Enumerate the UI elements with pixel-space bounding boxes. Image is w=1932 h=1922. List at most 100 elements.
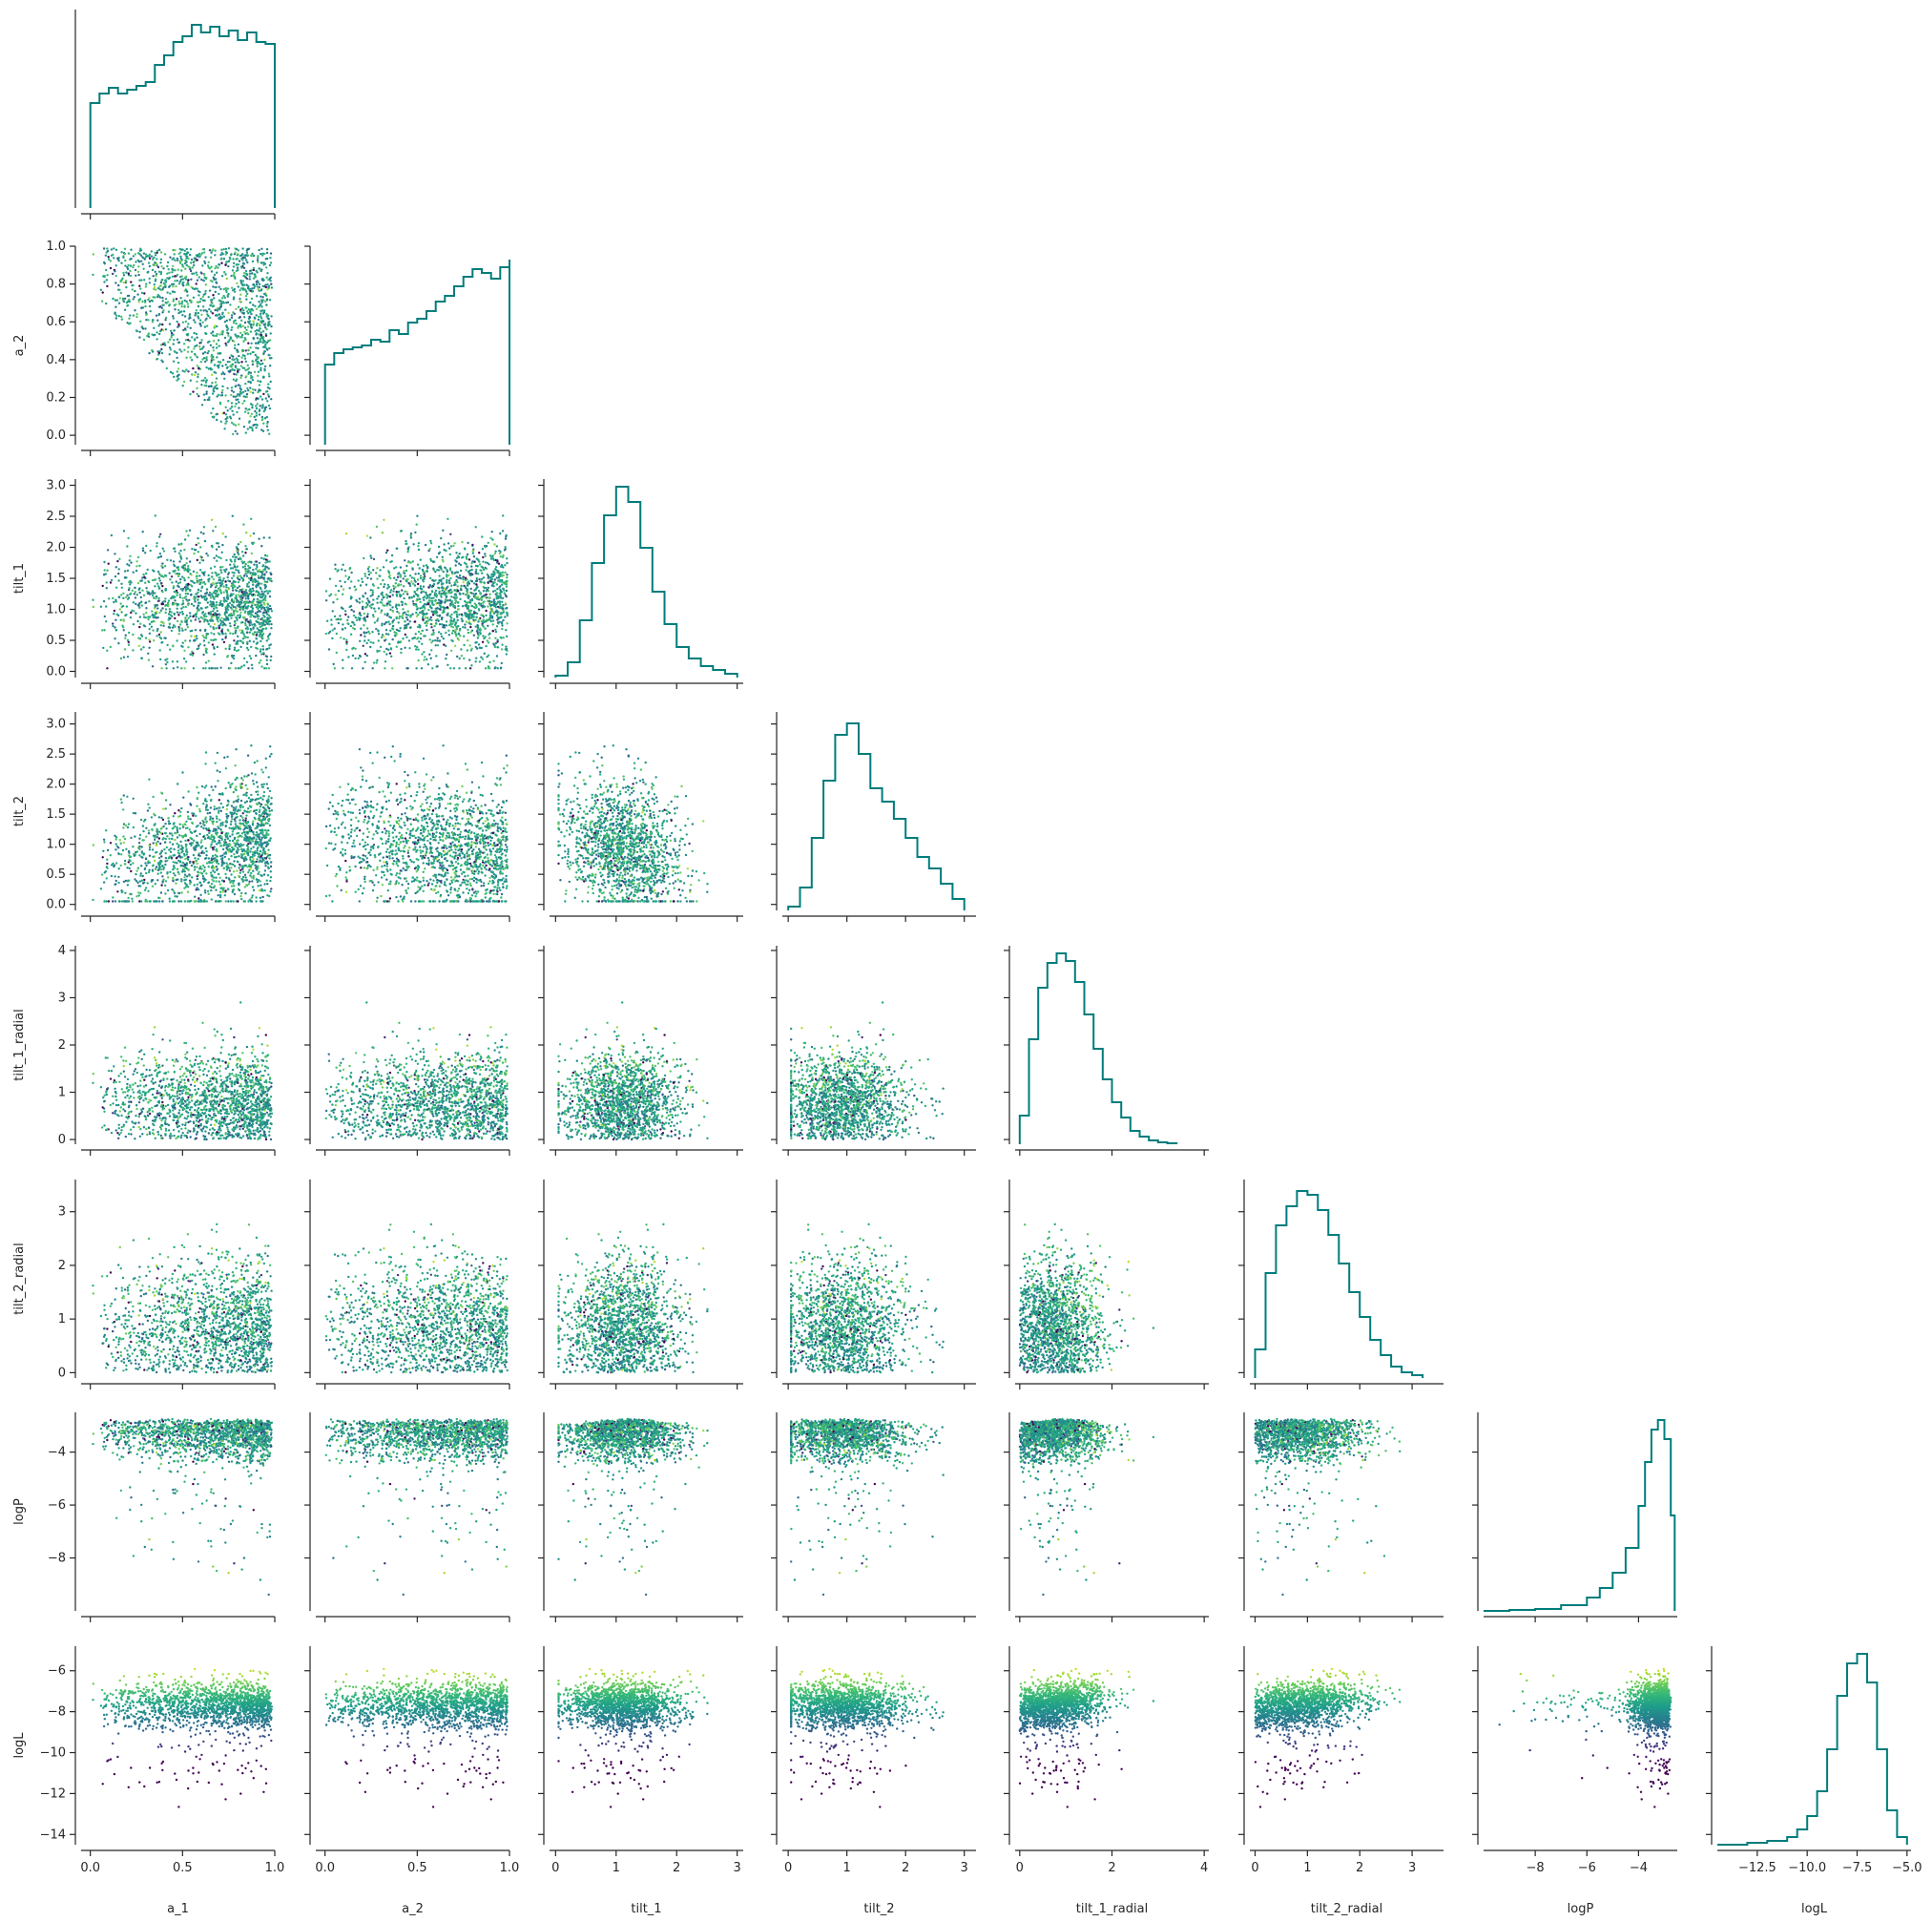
scatter-point <box>262 602 264 604</box>
scatter-point <box>269 616 271 618</box>
scatter-point <box>251 272 253 274</box>
scatter-point <box>197 602 199 604</box>
scatter-point <box>135 591 136 593</box>
scatter-point <box>117 579 119 581</box>
scatter-point <box>114 626 115 628</box>
scatter-point <box>206 862 208 864</box>
scatter-point <box>238 285 239 287</box>
scatter-point <box>250 324 252 325</box>
scatter-point <box>129 555 131 557</box>
scatter-point <box>218 300 220 302</box>
scatter-point <box>430 616 432 618</box>
scatter-point <box>211 270 213 272</box>
scatter-point <box>467 610 469 612</box>
scatter-point <box>203 280 205 282</box>
scatter-point <box>240 632 242 634</box>
scatter-point <box>392 611 394 613</box>
scatter-point <box>216 604 218 606</box>
scatter-point <box>188 318 190 320</box>
scatter-point <box>376 597 378 599</box>
scatter-point <box>430 607 432 609</box>
scatter-point <box>433 583 435 585</box>
scatter-point <box>238 424 239 426</box>
scatter-point <box>238 600 239 602</box>
scatter-point <box>376 567 378 569</box>
scatter-point <box>196 616 197 617</box>
scatter-point <box>254 317 256 319</box>
scatter-point <box>211 382 213 384</box>
scatter-point <box>235 258 237 260</box>
scatter-point <box>467 649 468 651</box>
scatter-point <box>240 361 242 363</box>
scatter-point <box>110 267 112 269</box>
scatter-point <box>247 389 249 391</box>
scatter-point <box>184 667 186 669</box>
scatter-point <box>248 367 250 369</box>
scatter-point <box>213 633 215 635</box>
scatter-point <box>251 604 253 606</box>
scatter-point <box>365 584 367 586</box>
scatter-point <box>231 406 233 407</box>
scatter-point <box>197 792 199 794</box>
scatter-point <box>258 371 260 373</box>
scatter-point <box>330 618 332 620</box>
scatter-point <box>247 412 249 414</box>
scatter-point <box>255 346 257 348</box>
scatter-point <box>202 352 204 354</box>
scatter-point <box>415 603 417 605</box>
scatter-point <box>377 617 379 619</box>
scatter-point <box>242 578 244 580</box>
scatter-point <box>177 666 178 668</box>
scatter-point <box>249 270 251 272</box>
scatter-point <box>230 567 232 569</box>
scatter-point <box>190 248 192 250</box>
scatter-point <box>234 627 236 629</box>
scatter-point <box>174 617 176 619</box>
scatter-point <box>449 667 451 669</box>
scatter-point <box>369 646 371 648</box>
scatter-point <box>241 630 243 632</box>
scatter-point <box>485 555 487 557</box>
scatter-point <box>258 629 260 631</box>
scatter-point <box>183 349 185 351</box>
scatter-point <box>453 584 455 586</box>
scatter-point <box>156 595 157 597</box>
scatter-point <box>474 572 476 574</box>
scatter-point <box>454 599 456 601</box>
histogram-a-1 <box>91 25 275 208</box>
scatter-point <box>256 586 258 588</box>
scatter-point <box>201 252 203 254</box>
scatter-point <box>130 616 132 618</box>
scatter-point <box>181 248 183 250</box>
scatter-point <box>476 578 478 580</box>
scatter-point <box>268 375 270 377</box>
scatter-point <box>253 267 255 269</box>
scatter-point <box>265 390 267 392</box>
scatter-point <box>424 656 426 658</box>
scatter-point <box>239 298 240 300</box>
scatter-point <box>406 667 408 669</box>
scatter-point <box>240 283 242 285</box>
scatter-point <box>467 639 468 641</box>
scatter-point <box>410 596 412 598</box>
scatter-point <box>155 254 156 256</box>
scatter-point <box>93 606 94 608</box>
scatter-point <box>225 413 227 415</box>
scatter-point <box>382 592 384 594</box>
scatter-point <box>489 537 491 539</box>
scatter-point <box>410 533 412 534</box>
scatter-point <box>495 631 497 633</box>
scatter-point <box>212 346 214 348</box>
scatter-point <box>172 285 174 287</box>
scatter-point <box>499 533 501 534</box>
scatter-point <box>192 580 194 582</box>
scatter-point <box>366 597 368 599</box>
scatter-point <box>208 341 210 343</box>
scatter-point <box>164 597 166 599</box>
scatter-point <box>480 570 482 572</box>
scatter-point <box>391 554 393 556</box>
scatter-point <box>177 603 179 605</box>
scatter-point <box>478 608 480 610</box>
scatter-point <box>122 272 124 274</box>
scatter-point <box>454 559 456 561</box>
